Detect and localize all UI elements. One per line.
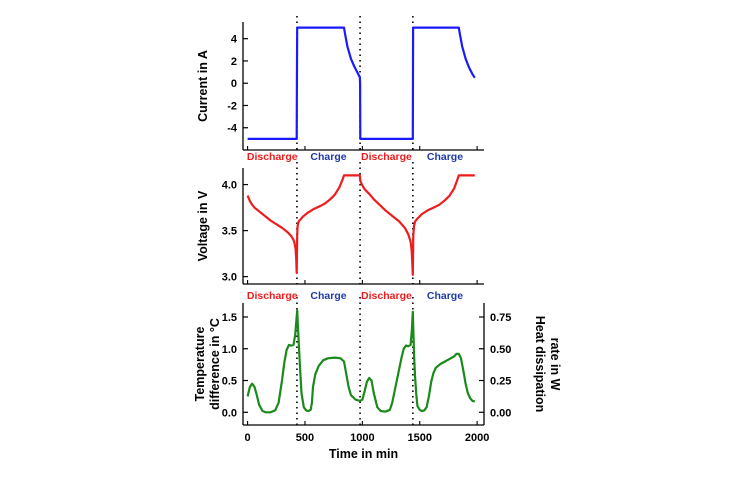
- panel-1-y-tick-label: 2: [231, 56, 237, 68]
- temperature-difference-line: [246, 309, 476, 414]
- phase-label-charge: Charge: [310, 290, 346, 302]
- voltage-line: [246, 174, 475, 276]
- phase-label-discharge: Discharge: [247, 290, 298, 302]
- x-axis-label: Time in min: [329, 447, 398, 461]
- panel-3-y2-label: Heat dissipation: [533, 316, 547, 413]
- current-line: [247, 26, 476, 140]
- panel-1-y-tick-label: 4: [231, 34, 238, 46]
- panel-3-y-tick-label: 1.5: [222, 312, 237, 324]
- x-tick-label: 2000: [465, 432, 489, 444]
- panel-2-y-label: Voltage in V: [196, 190, 210, 261]
- panel-1-y-label: Current in A: [196, 50, 210, 122]
- panel-3-y-tick-label: 0.5: [222, 376, 237, 388]
- panel-3-y-tick-label: 1.0: [222, 344, 237, 356]
- x-tick-label: 500: [296, 432, 314, 444]
- x-tick-label: 1000: [350, 432, 374, 444]
- panel-3-y2-tick-label: 0.75: [490, 312, 511, 324]
- panel-2-y-tick-label: 3.5: [222, 226, 237, 238]
- phase-label-charge: Charge: [427, 151, 463, 163]
- panel-2-y-tick-label: 4.0: [222, 180, 237, 192]
- phase-label-discharge: Discharge: [361, 151, 412, 163]
- panel-1-y-tick-label: -4: [227, 123, 238, 135]
- phase-label-charge: Charge: [310, 151, 346, 163]
- panel-3-y2-tick-label: 0.50: [490, 344, 511, 356]
- panel-2-y-tick-label: 3.0: [222, 272, 237, 284]
- phase-label-discharge: Discharge: [247, 151, 298, 163]
- phase-label-charge: Charge: [427, 290, 463, 302]
- phase-label-discharge: Discharge: [361, 290, 412, 302]
- panel-3-y2-label: rate in W: [548, 338, 562, 391]
- panel-1-y-tick-label: -2: [227, 100, 237, 112]
- x-tick-label: 1500: [407, 432, 431, 444]
- panel-3-y-tick-label: 0.0: [222, 407, 237, 419]
- panel-1-y-tick-label: 0: [231, 78, 237, 90]
- x-tick-label: 0: [245, 432, 251, 444]
- panel-3-y-label: Temperature: [193, 327, 207, 402]
- panel-3-y2-tick-label: 0.00: [490, 407, 511, 419]
- panel-3-y2-tick-label: 0.25: [490, 376, 511, 388]
- panel-3-y-label: difference in °C: [208, 318, 222, 410]
